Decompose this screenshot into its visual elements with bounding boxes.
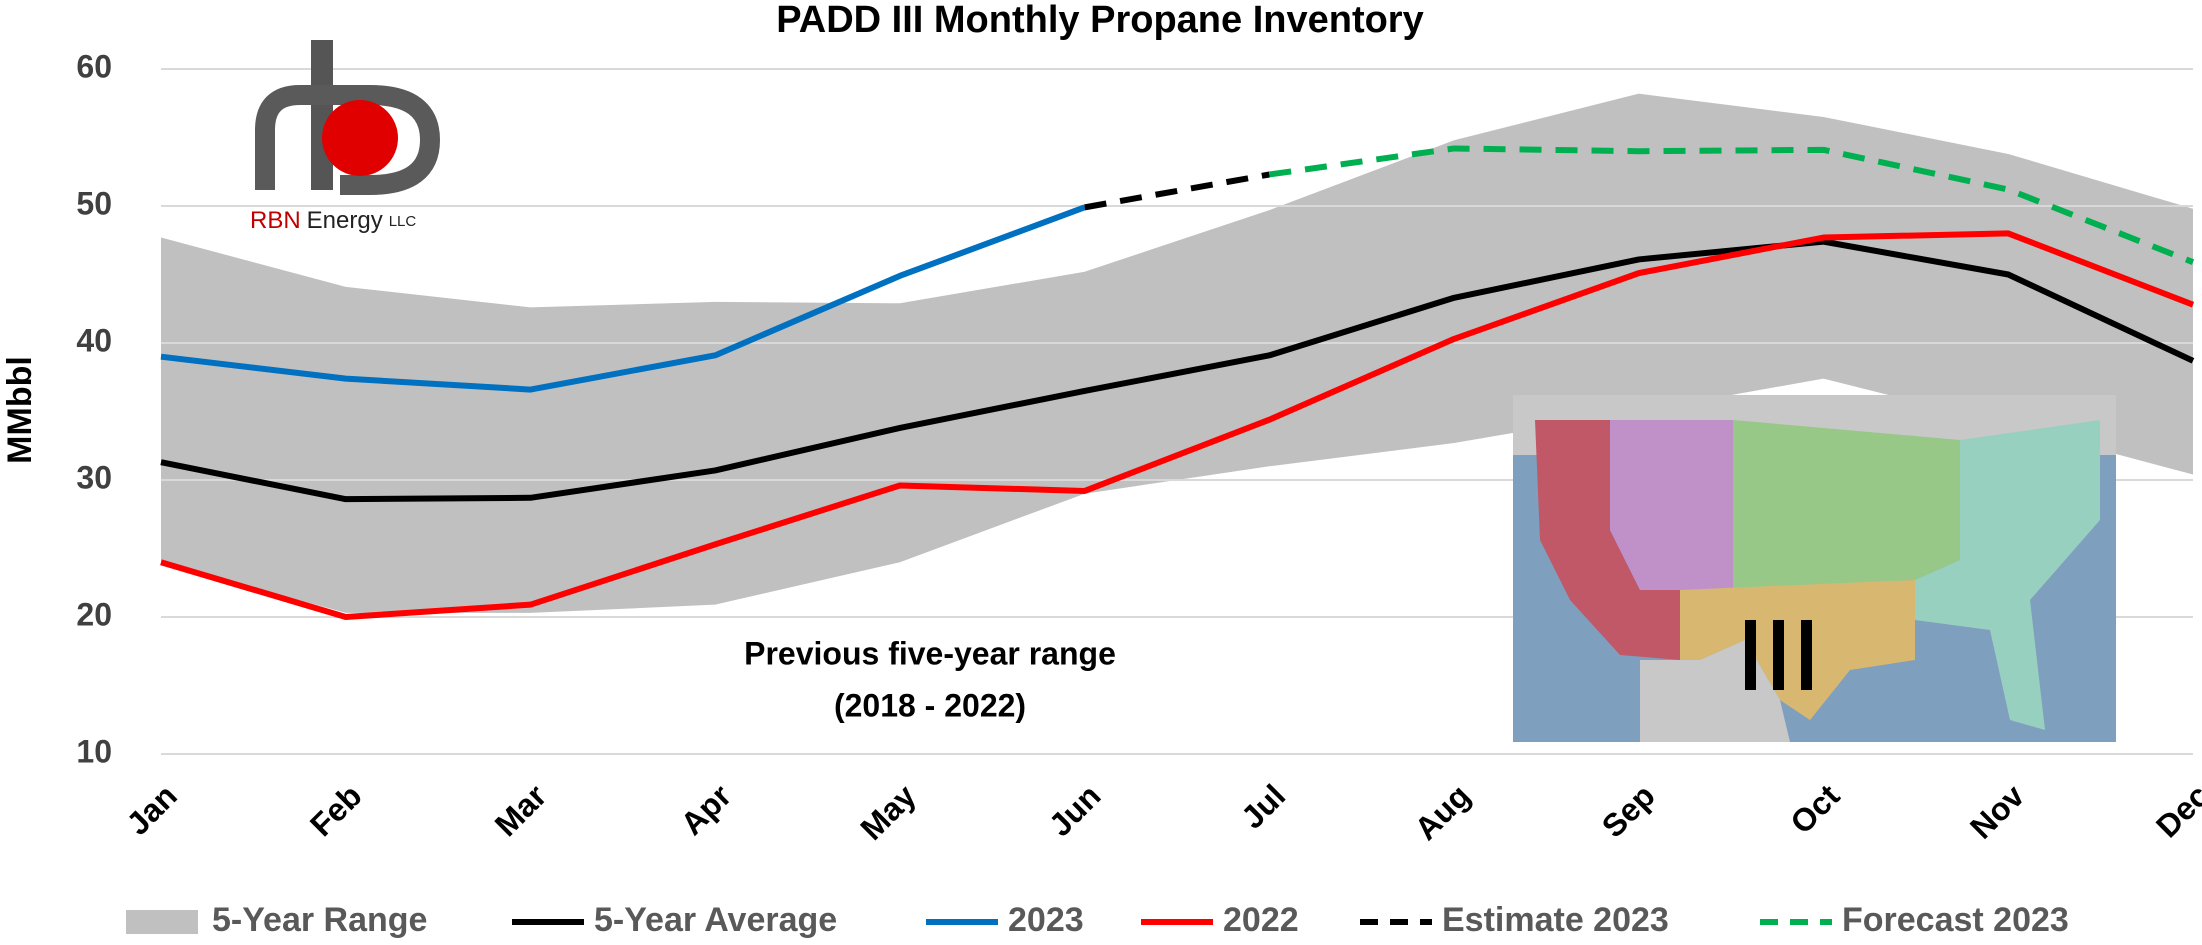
plot-area	[161, 68, 2193, 755]
series-line	[1268, 145, 2195, 265]
y-tick-label: 20	[76, 596, 112, 632]
legend-label: 5-Year Range	[212, 901, 427, 939]
map-inset	[1513, 395, 2116, 742]
x-tick-label: Apr	[674, 777, 738, 841]
y-tick-label: 40	[76, 322, 112, 358]
map-label-bar	[1745, 620, 1756, 690]
map-padd2	[1733, 420, 1960, 590]
y-tick-label: 60	[76, 48, 112, 84]
legend-label: 2023	[1008, 901, 1084, 939]
x-tick-label: Sep	[1595, 777, 1662, 844]
map-padd1	[1915, 420, 2100, 730]
legend-label: Estimate 2023	[1442, 901, 1669, 939]
map-padd3	[1680, 580, 1915, 720]
series-line	[1084, 171, 1270, 211]
annotation: (2018 - 2022)	[834, 687, 1026, 723]
x-tick-label: Jun	[1042, 777, 1108, 843]
x-tick-label: Nov	[1963, 777, 2031, 845]
y-tick-label: 50	[76, 185, 112, 221]
chart-title: PADD III Monthly Propane Inventory	[776, 0, 1423, 41]
y-tick-label: 10	[76, 733, 112, 769]
x-tick-label: Jul	[1234, 777, 1292, 835]
y-axis-label: MMbbl	[1, 356, 39, 464]
logo-text: LLC	[389, 213, 417, 230]
logo-text: Energy	[307, 207, 383, 234]
x-tick-label: Dec	[2149, 777, 2202, 844]
series-line	[160, 230, 2195, 620]
map-padd4	[1610, 420, 1733, 590]
x-tick-label: Oct	[1783, 777, 1846, 840]
map-label-bar	[1773, 620, 1784, 690]
legend-label: Forecast 2023	[1842, 901, 2069, 939]
logo-pipe	[255, 85, 441, 195]
x-tick-label: Jan	[119, 777, 183, 841]
range-band	[161, 93, 2193, 613]
map-padd5	[1535, 420, 1680, 660]
logo-text: RBN	[250, 207, 301, 234]
legend-swatch	[126, 910, 198, 934]
legend: 5-Year Range 5-Year Average 2023 2022 Estima…	[126, 901, 2069, 939]
y-tick-label: 30	[76, 459, 112, 495]
map-label-bar	[1801, 620, 1812, 690]
x-tick-label: Aug	[1408, 777, 1477, 846]
legend-label: 5-Year Average	[594, 901, 837, 939]
logo-ball	[322, 100, 398, 176]
legend-label: 2022	[1223, 901, 1299, 939]
x-tick-label: Feb	[303, 777, 369, 843]
series-line	[160, 238, 2195, 503]
logo: RBN Energy LLC	[250, 40, 441, 234]
series-line	[160, 204, 1086, 393]
annotation: Previous five-year range	[744, 635, 1116, 671]
x-tick-label: May	[853, 777, 923, 847]
x-tick-label: Mar	[488, 777, 554, 843]
